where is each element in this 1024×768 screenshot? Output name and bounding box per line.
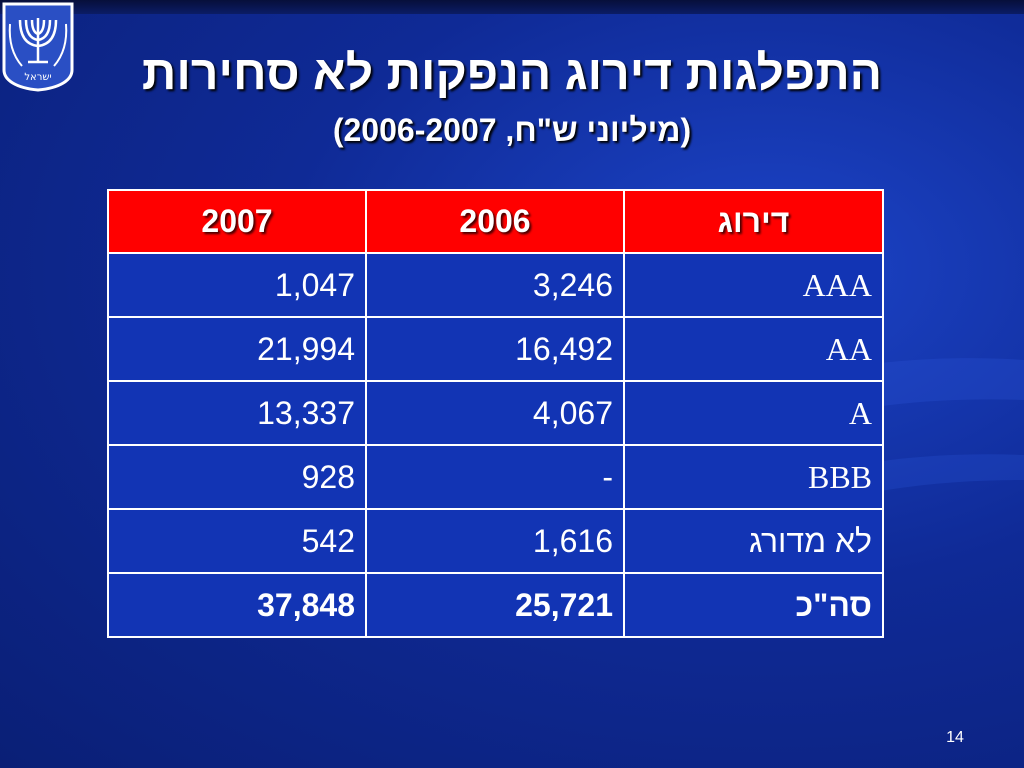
value-2007: 21,994 (107, 316, 367, 382)
rating-label: לא מדורג (623, 508, 884, 574)
table-header-row: 2007 2006 דירוג (107, 189, 884, 254)
value-2007: 1,047 (107, 252, 367, 318)
total-2006: 25,721 (365, 572, 625, 638)
value-2007: 928 (107, 444, 367, 510)
table-row: 1,047 3,246 AAA (107, 252, 884, 318)
table-row: 13,337 4,067 A (107, 380, 884, 446)
value-2006: 16,492 (365, 316, 625, 382)
value-2007: 13,337 (107, 380, 367, 446)
table-row: 21,994 16,492 AA (107, 316, 884, 382)
rating-label: AA (623, 316, 884, 382)
rating-label: AAA (623, 252, 884, 318)
total-2007: 37,848 (107, 572, 367, 638)
menorah-emblem-icon: ישראל (2, 2, 74, 92)
value-2006: 1,616 (365, 508, 625, 574)
table-row: 542 1,616 לא מדורג (107, 508, 884, 574)
header-2006: 2006 (365, 189, 625, 254)
value-2006: 4,067 (365, 380, 625, 446)
emblem-text: ישראל (24, 72, 51, 83)
rating-label: BBB (623, 444, 884, 510)
page-title: התפלגות דירוג הנפקות לא סחירות (141, 47, 883, 100)
header-2007: 2007 (107, 189, 367, 254)
value-2007: 542 (107, 508, 367, 574)
table-row: 928 - BBB (107, 444, 884, 510)
value-2006: 3,246 (365, 252, 625, 318)
table-row-total: 37,848 25,721 סה"כ (107, 572, 884, 638)
page-number: 14 (946, 729, 964, 746)
header-rating: דירוג (623, 189, 884, 254)
rating-label: A (623, 380, 884, 446)
top-band (0, 0, 1024, 14)
total-label: סה"כ (623, 572, 884, 638)
value-2006: - (365, 444, 625, 510)
ratings-table: 2007 2006 דירוג 1,047 3,246 AAA 21,994 1… (107, 189, 884, 638)
page-subtitle: (מיליוני ש"ח, 2006-2007) (332, 112, 692, 148)
